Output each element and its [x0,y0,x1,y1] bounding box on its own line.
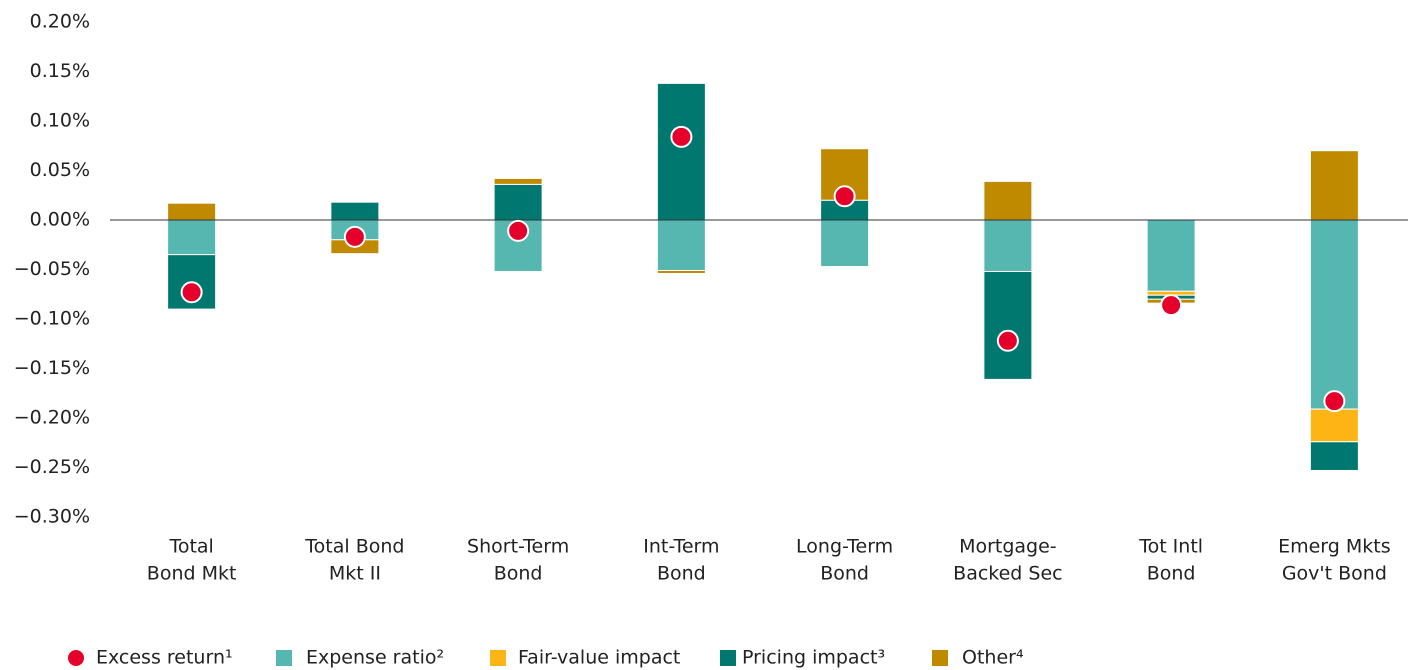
bar-segment [167,202,217,221]
bar-segment [1309,441,1359,471]
bar-segment [656,82,706,221]
bar-segment [1309,408,1359,443]
x-tick-label: Mortgage- [959,536,1057,558]
x-tick-label: Total Bond [304,536,404,558]
y-tick-label: 0.20% [30,11,90,33]
excess-return-dot [343,225,366,248]
excess-return-dot [1160,294,1183,317]
y-tick-label: 0.05% [30,159,90,181]
excess-return-dot [833,185,856,208]
x-tick-label: Total [168,536,213,558]
legend-label: Fair-value impact [518,647,680,669]
x-tick-label: Emerg Mkts [1278,536,1391,558]
bar-segment [1309,150,1359,221]
bar-segment [1309,219,1359,410]
bar-segment [493,177,543,185]
bar-segment [983,270,1033,380]
legend-label: Excess return¹ [96,647,233,669]
excess-return-dot [180,281,203,304]
legend-label: Other⁴ [962,647,1024,669]
bar-segment [983,219,1033,272]
x-tick-label: Backed Sec [953,563,1062,585]
bar-segment [167,219,217,256]
x-tick-label: Bond Mkt [147,563,237,585]
excess-return-dot [1323,390,1346,413]
excess-return-dot [507,219,530,242]
x-tick-label: Bond [820,563,869,585]
legend-swatch [720,650,736,666]
y-tick-label: −0.30% [14,506,90,528]
bar-segment [330,201,380,221]
x-tick-label: Bond [1147,563,1196,585]
legend-marker [68,650,84,666]
x-tick-label: Bond [657,563,706,585]
legend-swatch [276,650,292,666]
y-tick-label: −0.05% [14,258,90,280]
y-tick-label: −0.25% [14,456,90,478]
y-tick-label: 0.00% [30,209,90,231]
excess-return-dot [670,125,693,148]
y-tick-label: −0.20% [14,407,90,429]
y-tick-label: 0.10% [30,110,90,132]
x-tick-label: Short-Term [467,536,569,558]
y-tick-label: −0.15% [14,357,90,379]
legend-label: Expense ratio² [306,647,444,669]
bar-segment [1146,219,1196,292]
x-tick-label: Bond [494,563,543,585]
x-tick-label: Tot Intl [1138,536,1203,558]
legend-swatch [490,650,506,666]
x-tick-label: Int-Term [643,536,719,558]
bar-segment [656,269,706,274]
y-tick-label: 0.15% [30,60,90,82]
excess-return-dot [996,329,1019,352]
x-tick-label: Gov't Bond [1282,563,1387,585]
legend-label: Pricing impact³ [742,647,885,669]
bar-segment [983,180,1033,221]
bar-segment [493,183,543,221]
x-tick-label: Long-Term [796,536,893,558]
y-tick-label: −0.10% [14,308,90,330]
x-tick-label: Mkt II [329,563,381,585]
bar-segment [820,219,870,268]
bar-segment [656,219,706,271]
legend-swatch [932,650,948,666]
